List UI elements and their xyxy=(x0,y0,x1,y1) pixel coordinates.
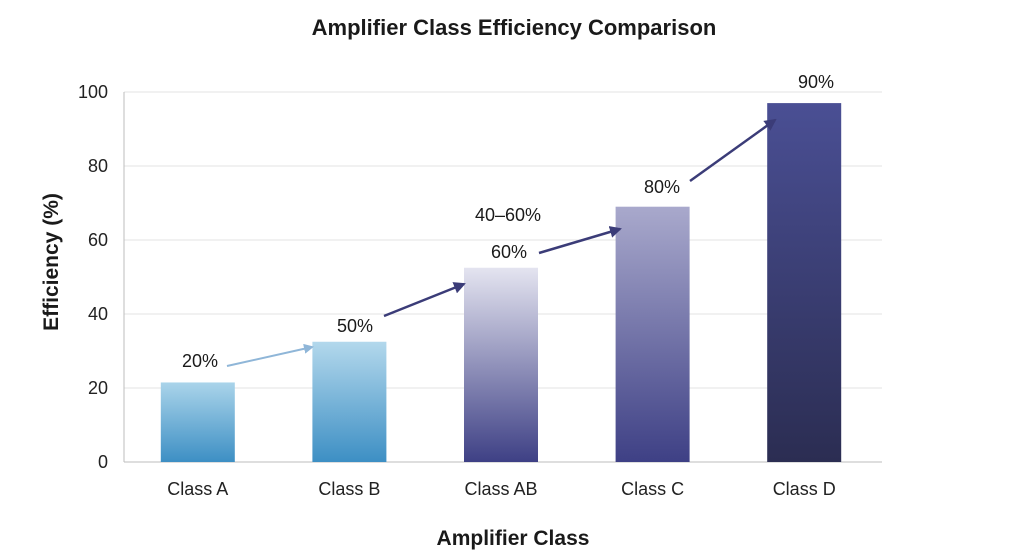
x-axis-title: Amplifier Class xyxy=(437,527,590,550)
y-axis-title: Efficiency (%) xyxy=(40,193,63,331)
bar-class-d xyxy=(767,103,842,462)
data-label: 80% xyxy=(644,177,680,197)
x-tick-label: Class C xyxy=(621,479,684,499)
trend-arrow-2 xyxy=(383,282,466,318)
x-tick-labels: Class A Class B Class AB Class C Class D xyxy=(167,479,835,499)
bar-class-ab xyxy=(464,267,538,462)
y-tick-label: 100 xyxy=(78,82,108,102)
gridlines xyxy=(124,91,882,389)
y-tick-label: 20 xyxy=(88,378,108,398)
x-tick-label: Class B xyxy=(318,479,380,499)
data-label: 60% xyxy=(491,242,527,262)
x-tick-label: Class D xyxy=(773,479,836,499)
bar-class-a xyxy=(160,382,235,462)
y-tick-label: 40 xyxy=(88,304,108,324)
x-tick-label: Class A xyxy=(167,479,228,499)
y-tick-label: 0 xyxy=(98,452,108,472)
y-tick-labels: 0 20 40 60 80 100 xyxy=(78,82,108,472)
annotation-class-ab-range: 40–60% xyxy=(475,205,541,225)
trend-arrow-3 xyxy=(538,226,622,255)
data-label: 50% xyxy=(337,316,373,336)
bar-class-b xyxy=(312,341,387,462)
data-label: 90% xyxy=(798,72,834,92)
bar-class-c xyxy=(615,206,690,462)
bars xyxy=(160,103,842,462)
y-tick-label: 80 xyxy=(88,156,108,176)
trend-arrow-1 xyxy=(226,343,314,367)
data-labels: 20% 50% 60% 80% 90% xyxy=(182,72,834,371)
y-tick-label: 60 xyxy=(88,230,108,250)
chart-title: Amplifier Class Efficiency Comparison xyxy=(312,15,717,40)
trend-arrows xyxy=(226,118,777,367)
data-label: 20% xyxy=(182,351,218,371)
x-tick-label: Class AB xyxy=(464,479,537,499)
trend-arrow-4 xyxy=(689,118,777,183)
